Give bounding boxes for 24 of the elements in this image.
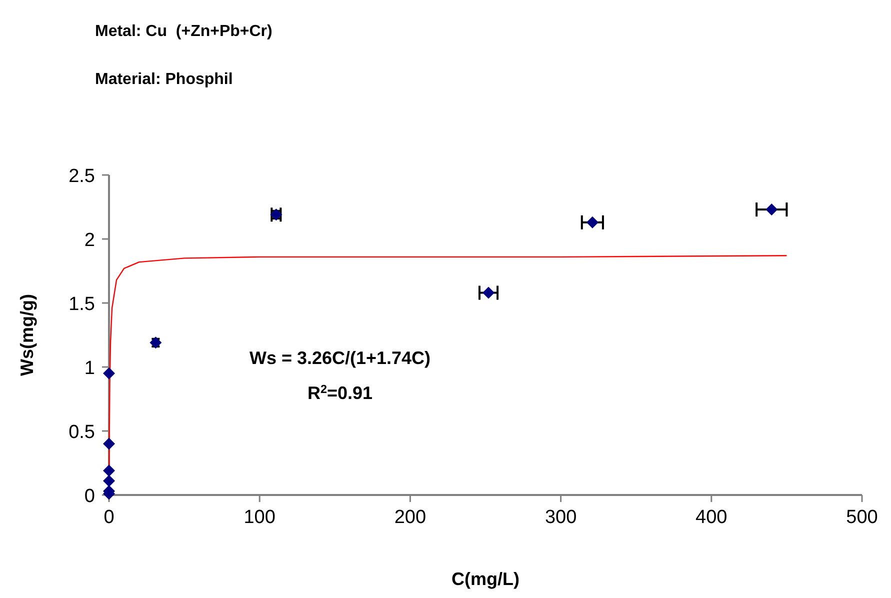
- x-tick-label: 0: [104, 507, 114, 528]
- y-tick-label: 2.5: [68, 166, 95, 187]
- point: [586, 216, 598, 228]
- y-axis-title: Ws(mg/g): [17, 294, 37, 376]
- annotation: R$^{2}$=0.91: [307, 382, 373, 403]
- y-tick-label: 1.5: [68, 294, 95, 315]
- y-tick-label: 2: [84, 230, 95, 251]
- x-tick-label: 300: [544, 507, 577, 528]
- x-axis-title: C(mg/L): [452, 569, 520, 589]
- y-tick-label: 0.5: [68, 422, 95, 443]
- chart-subtitle: Material: Phosphil: [95, 71, 233, 88]
- y-tick-label: 1: [84, 358, 95, 379]
- point: [766, 204, 778, 216]
- chart-title: Metal: Cu (+Zn+Pb+Cr): [95, 23, 272, 40]
- x-tick-label: 200: [394, 507, 426, 528]
- x-tick-label: 400: [696, 507, 728, 528]
- point: [103, 367, 115, 380]
- x-tick-label: 500: [846, 507, 878, 528]
- point: [103, 464, 115, 477]
- x-tick-label: 100: [244, 507, 276, 528]
- annotation: Ws = 3.26C/(1+1.74C): [249, 348, 431, 368]
- point: [103, 438, 115, 450]
- point: [103, 474, 115, 487]
- y-tick-label: 0: [84, 486, 95, 507]
